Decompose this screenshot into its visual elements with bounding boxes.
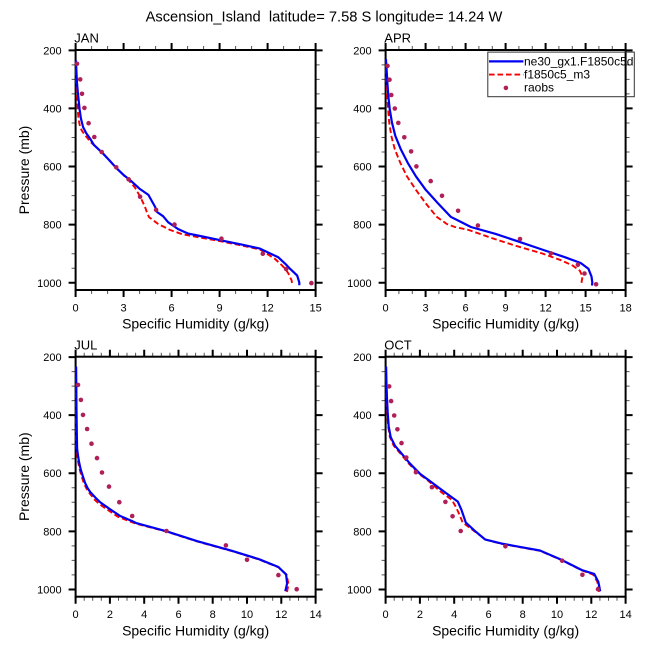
svg-text:14: 14 bbox=[309, 609, 321, 621]
svg-text:3: 3 bbox=[423, 302, 429, 314]
svg-text:Specific Humidity (g/kg): Specific Humidity (g/kg) bbox=[432, 316, 579, 332]
svg-text:6: 6 bbox=[169, 302, 175, 314]
svg-text:200: 200 bbox=[353, 45, 371, 57]
svg-text:Specific Humidity (g/kg): Specific Humidity (g/kg) bbox=[122, 623, 269, 639]
svg-text:1000: 1000 bbox=[37, 278, 61, 290]
svg-text:OCT: OCT bbox=[384, 337, 412, 352]
svg-text:Pressure (mb): Pressure (mb) bbox=[16, 126, 32, 215]
svg-text:0: 0 bbox=[73, 302, 79, 314]
svg-text:12: 12 bbox=[275, 609, 287, 621]
svg-text:raobs: raobs bbox=[524, 81, 554, 95]
svg-text:0: 0 bbox=[73, 609, 79, 621]
svg-text:800: 800 bbox=[353, 220, 371, 232]
svg-text:600: 600 bbox=[43, 162, 61, 174]
svg-text:800: 800 bbox=[43, 526, 61, 538]
svg-text:12: 12 bbox=[261, 302, 273, 314]
svg-text:9: 9 bbox=[503, 302, 509, 314]
svg-text:4: 4 bbox=[451, 609, 457, 621]
svg-text:400: 400 bbox=[353, 410, 371, 422]
svg-text:600: 600 bbox=[43, 468, 61, 480]
svg-text:200: 200 bbox=[353, 352, 371, 364]
svg-text:400: 400 bbox=[353, 103, 371, 115]
svg-text:9: 9 bbox=[217, 302, 223, 314]
svg-text:1000: 1000 bbox=[37, 585, 61, 597]
svg-text:14: 14 bbox=[619, 609, 631, 621]
svg-text:10: 10 bbox=[551, 609, 563, 621]
svg-text:JAN: JAN bbox=[74, 31, 99, 46]
svg-text:6: 6 bbox=[175, 609, 181, 621]
svg-text:400: 400 bbox=[43, 410, 61, 422]
svg-text:10: 10 bbox=[241, 609, 253, 621]
svg-text:Pressure (mb): Pressure (mb) bbox=[16, 432, 32, 521]
svg-text:2: 2 bbox=[417, 609, 423, 621]
svg-text:Ascension_Island latitude= 7.: Ascension_Island latitude= 7.58 S longit… bbox=[146, 9, 503, 25]
svg-text:12: 12 bbox=[585, 609, 597, 621]
svg-text:4: 4 bbox=[141, 609, 147, 621]
svg-text:APR: APR bbox=[384, 31, 411, 46]
svg-text:8: 8 bbox=[520, 609, 526, 621]
svg-text:Specific Humidity (g/kg): Specific Humidity (g/kg) bbox=[432, 623, 579, 639]
svg-text:600: 600 bbox=[353, 468, 371, 480]
svg-text:0: 0 bbox=[383, 302, 389, 314]
svg-text:800: 800 bbox=[353, 526, 371, 538]
svg-text:1000: 1000 bbox=[347, 585, 371, 597]
svg-text:400: 400 bbox=[43, 103, 61, 115]
svg-text:0: 0 bbox=[383, 609, 389, 621]
svg-text:12: 12 bbox=[539, 302, 551, 314]
svg-text:Specific Humidity (g/kg): Specific Humidity (g/kg) bbox=[122, 316, 269, 332]
svg-text:f1850c5_m3: f1850c5_m3 bbox=[524, 68, 590, 82]
svg-text:ne30_gx1.F1850c5d: ne30_gx1.F1850c5d bbox=[524, 54, 633, 68]
svg-text:200: 200 bbox=[43, 352, 61, 364]
svg-text:15: 15 bbox=[579, 302, 591, 314]
svg-text:18: 18 bbox=[619, 302, 631, 314]
svg-text:8: 8 bbox=[210, 609, 216, 621]
svg-text:JUL: JUL bbox=[74, 337, 97, 352]
svg-text:15: 15 bbox=[309, 302, 321, 314]
svg-text:6: 6 bbox=[485, 609, 491, 621]
svg-text:2: 2 bbox=[107, 609, 113, 621]
svg-text:6: 6 bbox=[463, 302, 469, 314]
svg-text:600: 600 bbox=[353, 162, 371, 174]
svg-text:800: 800 bbox=[43, 220, 61, 232]
svg-text:1000: 1000 bbox=[347, 278, 371, 290]
svg-text:3: 3 bbox=[121, 302, 127, 314]
svg-text:200: 200 bbox=[43, 45, 61, 57]
